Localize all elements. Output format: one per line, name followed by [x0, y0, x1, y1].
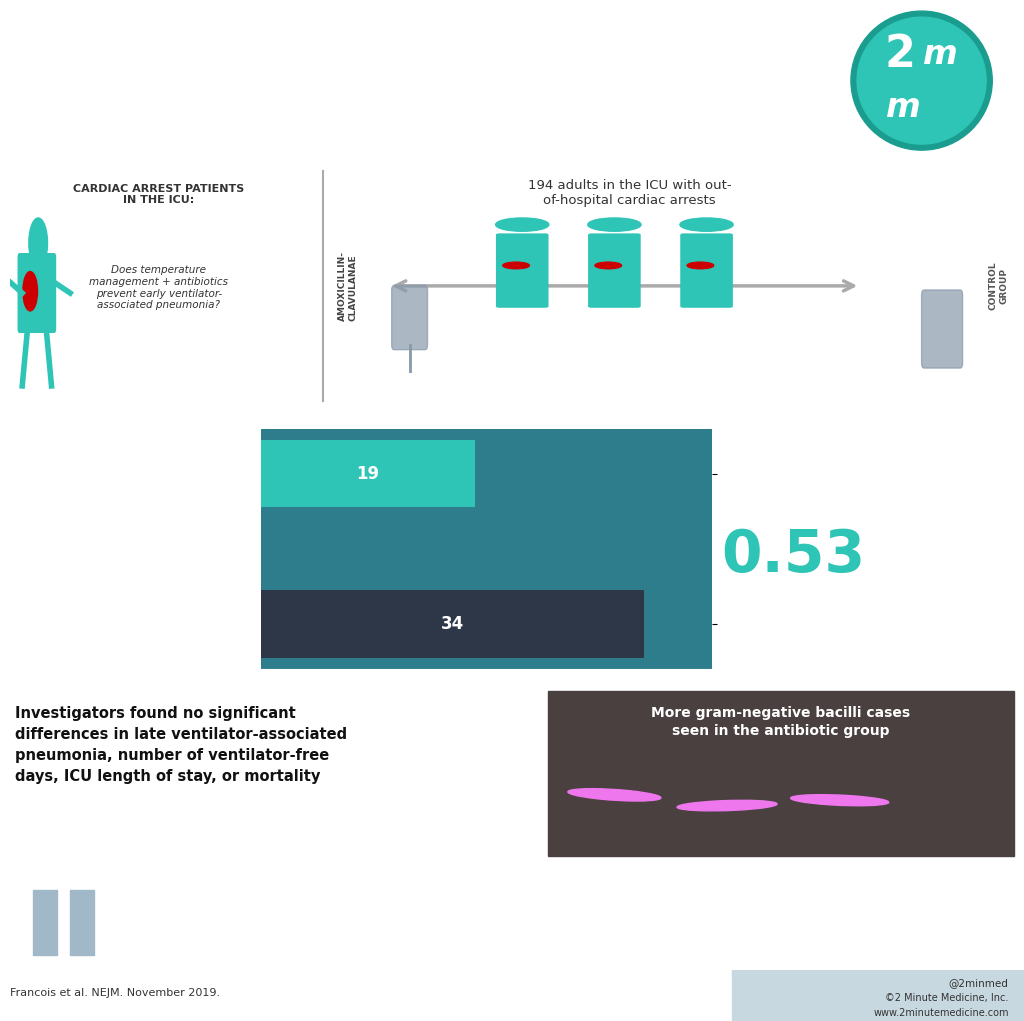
Bar [261, 440, 475, 507]
Text: PRIMARY: PRIMARY [20, 433, 155, 458]
Circle shape [595, 262, 622, 269]
Title: Incidence of Ventilator-Associated
Pneumonia: Incidence of Ventilator-Associated Pneum… [369, 390, 604, 421]
FancyBboxPatch shape [391, 286, 428, 350]
Circle shape [687, 262, 714, 269]
Bar [33, 890, 57, 956]
Text: 194 adults in the ICU with out-
of-hospital cardiac arrests: 194 adults in the ICU with out- of-hospi… [528, 179, 731, 206]
Text: @2minmed: @2minmed [949, 978, 1009, 987]
Text: AMOXICILLIN-
CLAVULANAE: AMOXICILLIN- CLAVULANAE [338, 251, 357, 321]
Text: Antibiotics resulted in a lower incidence of early
ventilator-associated pneumon: Antibiotics resulted in a lower incidenc… [169, 884, 635, 953]
Ellipse shape [677, 800, 777, 811]
FancyBboxPatch shape [922, 290, 963, 369]
FancyBboxPatch shape [681, 234, 732, 307]
Text: 0.53: 0.53 [722, 527, 865, 584]
Text: Pneumonia after Cardiac Arrest: Pneumonia after Cardiac Arrest [20, 95, 563, 124]
Text: More gram-negative bacilli cases
seen in the antibiotic group: More gram-negative bacilli cases seen in… [650, 706, 910, 738]
Text: 2: 2 [885, 34, 915, 77]
FancyBboxPatch shape [589, 234, 640, 307]
Text: Does temperature
management + antibiotics
prevent early ventilator-
associated p: Does temperature management + antibiotic… [89, 265, 228, 310]
Ellipse shape [568, 788, 660, 801]
X-axis label: % Patients: % Patients [454, 694, 519, 707]
Text: 95% CI 0.31 to 0.92, p=0.03: 95% CI 0.31 to 0.92, p=0.03 [710, 630, 878, 643]
Circle shape [680, 218, 733, 232]
Text: CONTROL
GROUP: CONTROL GROUP [989, 261, 1008, 310]
Text: Prevention of Early Ventilator-Associated: Prevention of Early Ventilator-Associate… [20, 40, 731, 68]
Circle shape [588, 218, 641, 232]
Text: TM: TM [968, 15, 980, 25]
Text: OUTCOME: OUTCOME [20, 495, 168, 521]
Circle shape [857, 17, 986, 144]
Text: m: m [886, 91, 921, 125]
Text: m: m [923, 39, 957, 71]
Text: Investigators found no significant
differences in late ventilator-associated
pne: Investigators found no significant diffe… [15, 706, 347, 783]
Text: Francois et al. NEJM. November 2019.: Francois et al. NEJM. November 2019. [10, 988, 220, 998]
Bar [261, 590, 644, 658]
FancyBboxPatch shape [497, 234, 548, 307]
Text: 19: 19 [356, 465, 380, 483]
Circle shape [29, 218, 47, 268]
Bar [732, 970, 1024, 1021]
FancyBboxPatch shape [18, 253, 55, 333]
Text: Hazard Ratio :: Hazard Ratio : [722, 433, 865, 450]
Text: CARDIAC ARREST PATIENTS
IN THE ICU:: CARDIAC ARREST PATIENTS IN THE ICU: [73, 184, 245, 205]
Text: ©2 Minute Medicine, Inc.: ©2 Minute Medicine, Inc. [886, 992, 1009, 1003]
Text: -Early ventilator
associated
pneumonia: -Early ventilator associated pneumonia [20, 546, 143, 596]
Circle shape [851, 11, 992, 150]
Circle shape [503, 262, 529, 269]
FancyBboxPatch shape [548, 691, 1014, 856]
Text: 34: 34 [441, 615, 464, 633]
Circle shape [496, 218, 549, 232]
Text: www.2minutemedicine.com: www.2minutemedicine.com [873, 1009, 1009, 1018]
Bar [70, 890, 94, 956]
Ellipse shape [791, 794, 889, 806]
Circle shape [23, 272, 38, 310]
